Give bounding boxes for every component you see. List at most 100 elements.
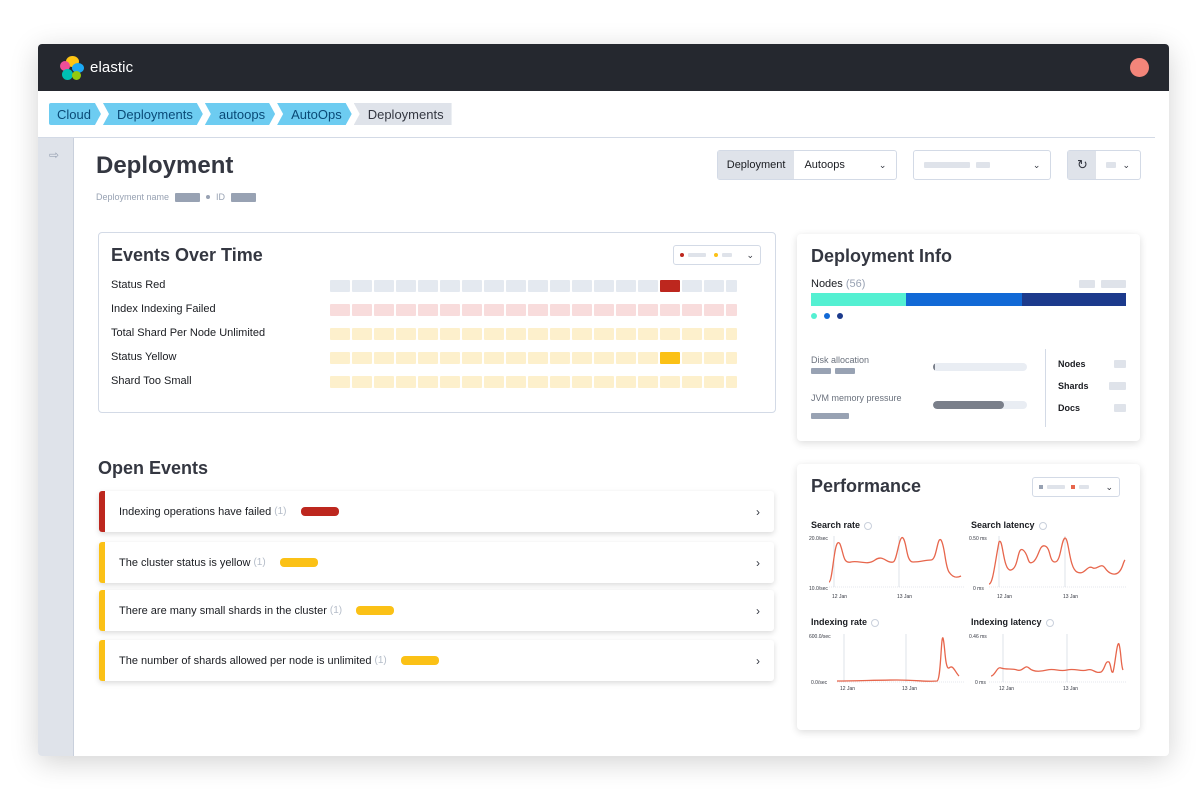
heatmap-cell[interactable] [506, 328, 526, 340]
heatmap-cell[interactable] [352, 328, 372, 340]
open-event-card[interactable]: The cluster status is yellow (1) › [99, 542, 774, 583]
heatmap-cell[interactable] [726, 304, 737, 316]
heatmap-cell[interactable] [682, 328, 702, 340]
breadcrumb-deployments[interactable]: Deployments [103, 103, 203, 125]
heatmap-cell[interactable] [660, 328, 680, 340]
heatmap-cell[interactable] [396, 376, 416, 388]
heatmap-cell[interactable] [704, 304, 724, 316]
heatmap-cell[interactable] [484, 376, 504, 388]
heatmap-cell[interactable] [572, 304, 592, 316]
refresh-interval-select[interactable]: ⌄ [1096, 151, 1140, 179]
heatmap-cell[interactable] [638, 328, 658, 340]
heatmap-cell[interactable] [594, 328, 614, 340]
deployment-select[interactable]: Autoops ⌄ [794, 151, 896, 179]
heatmap-cell[interactable] [638, 280, 658, 292]
heatmap-cell[interactable] [616, 328, 636, 340]
performance-legend-select[interactable]: ⌄ [1032, 477, 1120, 497]
heatmap-cell[interactable] [726, 352, 737, 364]
heatmap-cell[interactable] [440, 304, 460, 316]
heatmap-cell[interactable] [638, 376, 658, 388]
heatmap-cell[interactable] [330, 328, 350, 340]
node-segment[interactable] [811, 293, 906, 306]
heatmap-cell[interactable] [594, 304, 614, 316]
heatmap-cell[interactable] [594, 280, 614, 292]
events-legend-select[interactable]: ⌄ [673, 245, 761, 265]
heatmap-cell[interactable] [418, 376, 438, 388]
collapse-nav-icon[interactable]: ⇨ [49, 148, 60, 162]
breadcrumb-autoops[interactable]: AutoOps [277, 103, 352, 125]
refresh-control[interactable]: ↻ ⌄ [1067, 150, 1141, 180]
time-range-selector[interactable]: ⌄ [913, 150, 1052, 180]
heatmap-cell[interactable] [638, 304, 658, 316]
heatmap-cell[interactable] [330, 304, 350, 316]
heatmap-cell[interactable] [462, 328, 482, 340]
heatmap-cell[interactable] [660, 376, 680, 388]
heatmap-cell[interactable] [550, 376, 570, 388]
heatmap-cell[interactable] [506, 376, 526, 388]
heatmap-cell[interactable] [506, 352, 526, 364]
heatmap-cell[interactable] [440, 328, 460, 340]
heatmap-cell[interactable] [440, 280, 460, 292]
node-segment[interactable] [1022, 293, 1126, 306]
heatmap-cell[interactable] [660, 352, 680, 364]
heatmap-cell[interactable] [528, 352, 548, 364]
heatmap-cell[interactable] [594, 352, 614, 364]
heatmap-cell[interactable] [550, 352, 570, 364]
heatmap-cell[interactable] [396, 280, 416, 292]
heatmap-cell[interactable] [462, 304, 482, 316]
heatmap-cell[interactable] [528, 328, 548, 340]
heatmap-cell[interactable] [330, 280, 350, 292]
heatmap-cell[interactable] [506, 280, 526, 292]
breadcrumb-autoops-deployment[interactable]: autoops [205, 103, 275, 125]
heatmap-cell[interactable] [616, 280, 636, 292]
heatmap-cell[interactable] [484, 280, 504, 292]
heatmap-cell[interactable] [528, 280, 548, 292]
heatmap-cell[interactable] [418, 328, 438, 340]
heatmap-cell[interactable] [726, 376, 737, 388]
heatmap-cell[interactable] [572, 376, 592, 388]
heatmap-cell[interactable] [418, 304, 438, 316]
heatmap-cell[interactable] [374, 280, 394, 292]
heatmap-cell[interactable] [418, 352, 438, 364]
heatmap-cell[interactable] [528, 376, 548, 388]
heatmap-cell[interactable] [396, 328, 416, 340]
open-event-card[interactable]: Indexing operations have failed (1) › [99, 491, 774, 532]
heatmap-cell[interactable] [352, 280, 372, 292]
heatmap-cell[interactable] [462, 352, 482, 364]
heatmap-cell[interactable] [352, 304, 372, 316]
time-range-select[interactable]: ⌄ [914, 151, 1050, 179]
heatmap-cell[interactable] [550, 280, 570, 292]
open-event-card[interactable]: The number of shards allowed per node is… [99, 640, 774, 681]
heatmap-cell[interactable] [594, 376, 614, 388]
heatmap-cell[interactable] [374, 352, 394, 364]
heatmap-cell[interactable] [550, 328, 570, 340]
heatmap-cell[interactable] [638, 352, 658, 364]
heatmap-cell[interactable] [682, 376, 702, 388]
heatmap-cell[interactable] [352, 376, 372, 388]
heatmap-cell[interactable] [616, 376, 636, 388]
heatmap-cell[interactable] [330, 376, 350, 388]
heatmap-cell[interactable] [418, 280, 438, 292]
heatmap-cell[interactable] [396, 304, 416, 316]
heatmap-cell[interactable] [374, 304, 394, 316]
heatmap-cell[interactable] [484, 304, 504, 316]
elastic-logo[interactable]: elastic [60, 55, 133, 80]
heatmap-cell[interactable] [726, 328, 737, 340]
heatmap-cell[interactable] [374, 328, 394, 340]
heatmap-cell[interactable] [484, 352, 504, 364]
heatmap-cell[interactable] [440, 376, 460, 388]
open-event-card[interactable]: There are many small shards in the clust… [99, 590, 774, 631]
heatmap-cell[interactable] [704, 328, 724, 340]
heatmap-cell[interactable] [330, 352, 350, 364]
heatmap-cell[interactable] [374, 376, 394, 388]
heatmap-cell[interactable] [682, 280, 702, 292]
node-segment[interactable] [905, 293, 1023, 306]
heatmap-cell[interactable] [396, 352, 416, 364]
heatmap-cell[interactable] [528, 304, 548, 316]
heatmap-cell[interactable] [726, 280, 737, 292]
heatmap-cell[interactable] [704, 352, 724, 364]
heatmap-cell[interactable] [352, 352, 372, 364]
heatmap-cell[interactable] [704, 280, 724, 292]
heatmap-cell[interactable] [616, 304, 636, 316]
heatmap-cell[interactable] [462, 280, 482, 292]
